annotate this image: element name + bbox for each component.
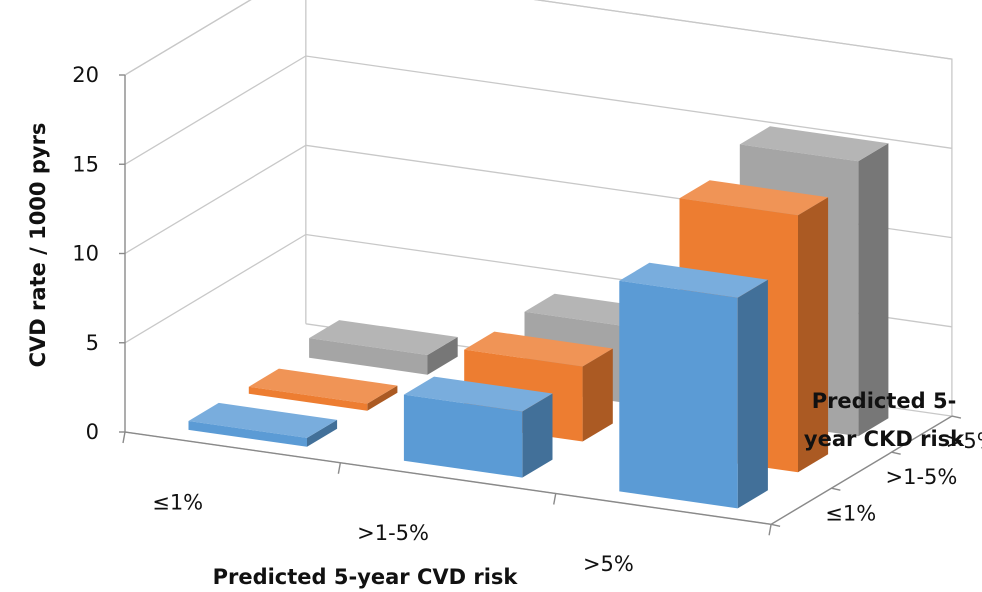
bar-top-face [739, 126, 889, 162]
bar-side-face [737, 279, 768, 509]
bar-side-face [858, 143, 889, 437]
bar-top-face [464, 331, 613, 367]
bar-top-face [403, 376, 553, 412]
bars [188, 126, 889, 509]
y-axis-title: CVD rate / 1000 pyrs [26, 123, 50, 368]
x-tick-mark [122, 431, 126, 444]
z-tick-label: >1-5% [886, 465, 958, 489]
bar-side-face [427, 337, 458, 375]
bar-side-face [522, 393, 553, 478]
y-tick-label: 10 [72, 242, 99, 266]
x-tick-label: ≤1% [152, 490, 203, 514]
z-tick-mark [951, 415, 962, 419]
bar [619, 262, 768, 509]
bar-top-face [679, 180, 829, 216]
bar-front-face [188, 421, 307, 447]
bar-side-face [582, 348, 613, 442]
y-tick-label: 15 [72, 152, 99, 176]
z-axis-title-line1: Predicted 5- [812, 389, 957, 413]
z-axis-title-line2: year CKD risk [804, 427, 965, 451]
z-tick-label: >5% [946, 429, 982, 453]
y-tick-label: 5 [86, 331, 99, 355]
bar-front-face [248, 386, 368, 411]
x-tick-mark [553, 493, 557, 505]
bar [403, 376, 553, 478]
bar-top-face [188, 402, 338, 438]
bar-front-face [309, 338, 428, 375]
z-tick-mark [770, 523, 781, 527]
z-tick-mark [891, 451, 901, 455]
bar-side-face [798, 197, 829, 473]
bar-front-face [403, 394, 523, 478]
z-tick-mark [831, 487, 841, 491]
x-tick-mark [337, 462, 342, 474]
x-axis-title: Predicted 5-year CVD risk [213, 565, 519, 589]
z-axis-line [770, 415, 953, 525]
bar [188, 402, 338, 447]
y-tick-label: 0 [86, 420, 99, 444]
x-tick-label: >5% [583, 552, 634, 576]
x-axis-line [124, 431, 772, 525]
wall-top-edge [124, 0, 953, 417]
bar-top-face [248, 368, 398, 404]
z-tick-label: ≤1% [825, 501, 876, 525]
bar-top-face [309, 320, 458, 355]
bar-top-face [619, 262, 768, 298]
gridline-4 [124, 0, 952, 76]
x-tick-label: >1-5% [357, 521, 429, 545]
bar-front-face [619, 280, 738, 509]
bar-side-face [307, 419, 338, 447]
bar [248, 368, 398, 411]
axis-labels: CVD rate / 1000 pyrs Predicted 5-year CV… [26, 63, 982, 589]
bar [309, 320, 458, 375]
y-tick-label: 20 [72, 63, 99, 87]
bar-side-face [367, 385, 398, 411]
x-tick-mark [768, 524, 772, 536]
